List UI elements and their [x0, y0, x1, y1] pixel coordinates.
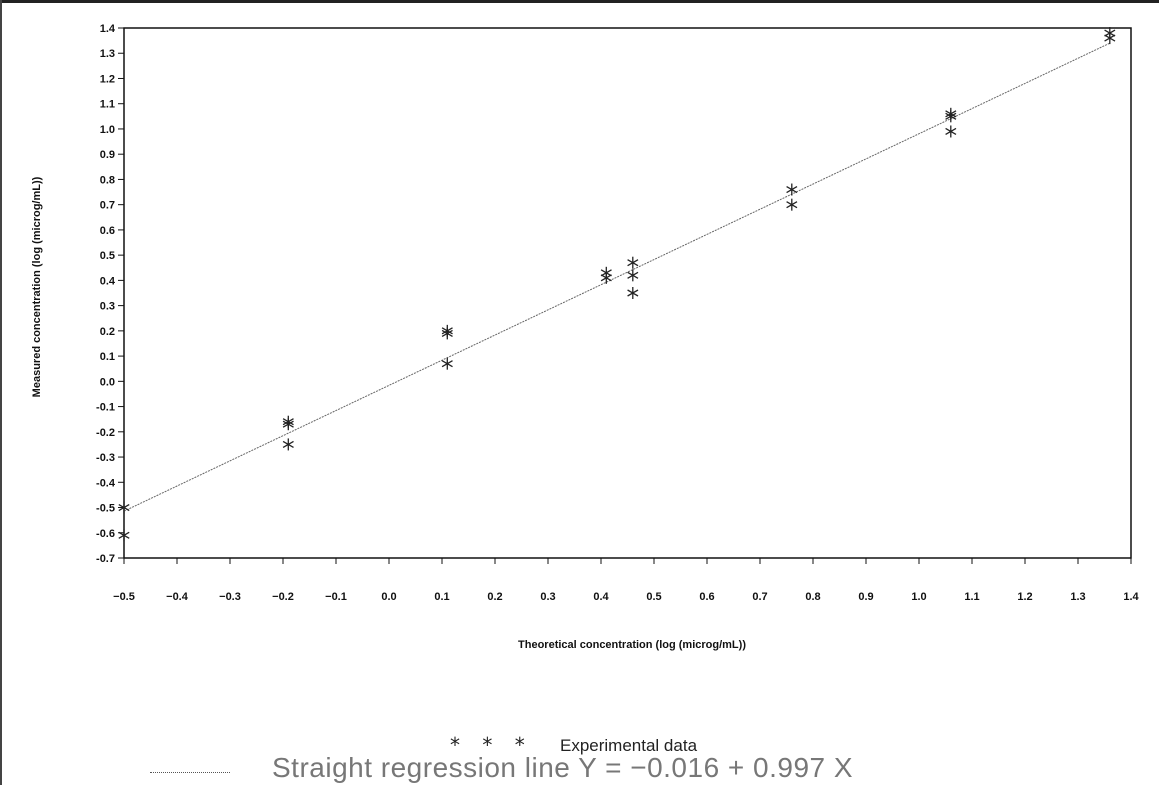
x-tick-label: 0.0 [381, 591, 396, 603]
legend-experimental-marker: * * * [450, 733, 533, 757]
data-point [945, 125, 957, 138]
left-border [0, 0, 2, 785]
x-tick-label: 0.7 [752, 591, 767, 603]
y-tick-label: -0.1 [96, 402, 115, 414]
y-tick-label: 0.2 [100, 326, 115, 338]
data-point [118, 529, 130, 542]
regression-line [123, 42, 1111, 512]
data-point-stroke [786, 185, 798, 194]
data-point-stroke [786, 201, 798, 209]
data-point-stroke [441, 360, 453, 368]
y-tick-label: 0.7 [100, 200, 115, 212]
data-point-stroke [282, 420, 294, 428]
y-tick-label: -0.7 [96, 553, 115, 565]
data-point [627, 287, 639, 299]
data-point [945, 110, 957, 123]
y-tick-label: 0.8 [100, 174, 115, 186]
x-tick-label: −0.2 [272, 591, 294, 603]
y-tick-label: 0.5 [100, 250, 115, 262]
x-tick-label: −0.1 [325, 591, 347, 603]
data-point-stroke [282, 440, 294, 448]
data-point [786, 198, 798, 211]
y-tick-label: 1.2 [100, 73, 115, 85]
x-tick-label: 1.2 [1017, 591, 1032, 603]
x-tick-label: 0.2 [487, 591, 502, 603]
data-point-stroke [1104, 34, 1116, 42]
legend-regression-line-sample [150, 772, 230, 773]
data-point [282, 438, 294, 451]
data-point-stroke [627, 271, 639, 279]
x-axis-label: Theoretical concentration (log (microg/m… [518, 639, 746, 651]
y-tick-label: 1.4 [100, 23, 116, 35]
data-point-stroke [945, 127, 957, 136]
y-tick-label: 1.1 [100, 99, 115, 111]
y-tick-label: -0.5 [96, 503, 115, 515]
data-point-stroke [945, 112, 957, 120]
data-point [627, 256, 639, 269]
scatter-chart: -0.7 -0.6 -0.5 -0.4 -0.3 -0.2 -0.1 0.0 0.1 0.2 0.3… [31, 23, 1140, 651]
x-tick-label: 1.1 [964, 591, 979, 603]
x-tick-label: −0.4 [166, 591, 189, 603]
data-point-stroke [600, 274, 612, 282]
x-tick-label: 1.3 [1070, 591, 1085, 603]
data-point [441, 327, 453, 340]
y-tick-label: -0.6 [96, 528, 115, 540]
x-tick-label: 0.8 [805, 591, 820, 603]
x-tick-label: −0.5 [113, 591, 135, 603]
data-point-stroke [118, 531, 130, 539]
top-border [0, 0, 1159, 3]
data-point [441, 357, 453, 370]
y-tick-label: 0.9 [100, 149, 115, 161]
data-point [282, 418, 294, 431]
data-point-stroke [118, 503, 130, 512]
x-tick-label: 1.0 [911, 591, 926, 603]
data-point [1104, 32, 1116, 45]
y-axis-label: Measured concentration (log (microg/mL)) [31, 176, 43, 397]
y-tick-label: 0.0 [100, 376, 115, 388]
x-tick-label: 0.5 [646, 591, 661, 603]
y-tick-label: 0.1 [100, 351, 115, 363]
x-tick-label: 0.6 [699, 591, 714, 603]
y-tick-label: -0.2 [96, 427, 115, 439]
x-tick-label: 0.4 [593, 591, 609, 603]
data-point [627, 269, 639, 282]
x-tick-label: 0.9 [858, 591, 873, 603]
data-point-stroke [627, 289, 639, 297]
data-point [786, 183, 798, 196]
x-tick-label: −0.3 [219, 591, 241, 603]
data-point [600, 271, 612, 284]
y-tick-label: 1.0 [100, 124, 115, 136]
legend-regression-label: Straight regression line Y = −0.016 + 0.… [272, 752, 854, 783]
plot-area-frame [123, 27, 1132, 559]
x-tick-label: 0.1 [434, 591, 449, 603]
y-tick-label: -0.4 [96, 477, 116, 489]
y-tick-label: 0.6 [100, 225, 115, 237]
x-tick-label: 0.3 [540, 591, 555, 603]
y-tick-label: 1.3 [100, 48, 115, 60]
legend-experimental-label: Experimental data [560, 736, 698, 755]
y-tick-label: 0.3 [100, 301, 115, 313]
y-tick-label: -0.3 [96, 452, 115, 464]
data-point-stroke [441, 329, 453, 337]
x-tick-label: 1.4 [1123, 591, 1139, 603]
data-point [118, 501, 130, 514]
y-tick-label: 0.4 [100, 275, 116, 287]
data-point-stroke [627, 259, 639, 267]
